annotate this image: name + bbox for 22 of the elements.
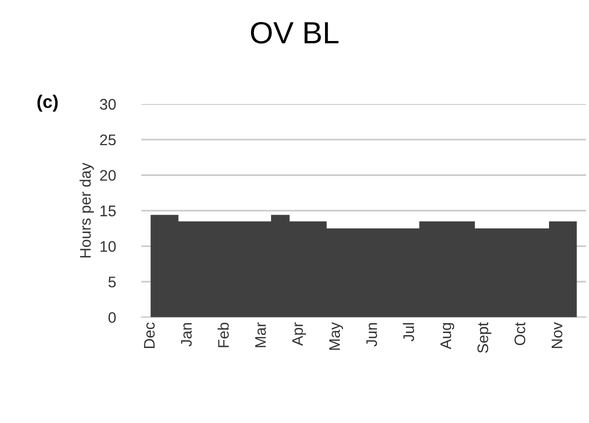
chart-title: OV BL <box>250 22 338 44</box>
x-tick-label: Aug <box>440 323 454 350</box>
x-tick-label: Dec <box>144 322 155 348</box>
y-tick-label: 5 <box>108 276 116 288</box>
y-tick-label: 25 <box>100 134 116 146</box>
x-tick-label: Jan <box>181 323 192 347</box>
x-tick-label: Jul <box>402 323 414 342</box>
x-tick-label: Oct <box>514 322 526 346</box>
x-tick-label: Jun <box>366 323 378 347</box>
text: (c) <box>37 94 58 112</box>
x-tick-label: Feb <box>218 322 229 348</box>
x-tick-label: Sept <box>477 322 492 353</box>
y-axis-title: Hours per day <box>80 162 94 258</box>
x-tick-label: Apr <box>292 322 306 346</box>
y-tick-label: 10 <box>100 241 116 252</box>
x-tick-label: Mar <box>255 322 266 348</box>
x-tick-label: Nov <box>552 322 562 348</box>
y-tick-label: 20 <box>100 170 116 181</box>
y-tick-label: 30 <box>100 98 116 110</box>
y-tick-label: 0 <box>108 312 116 323</box>
y-tick-label: 15 <box>100 206 116 216</box>
x-tick-label: May <box>329 322 344 350</box>
